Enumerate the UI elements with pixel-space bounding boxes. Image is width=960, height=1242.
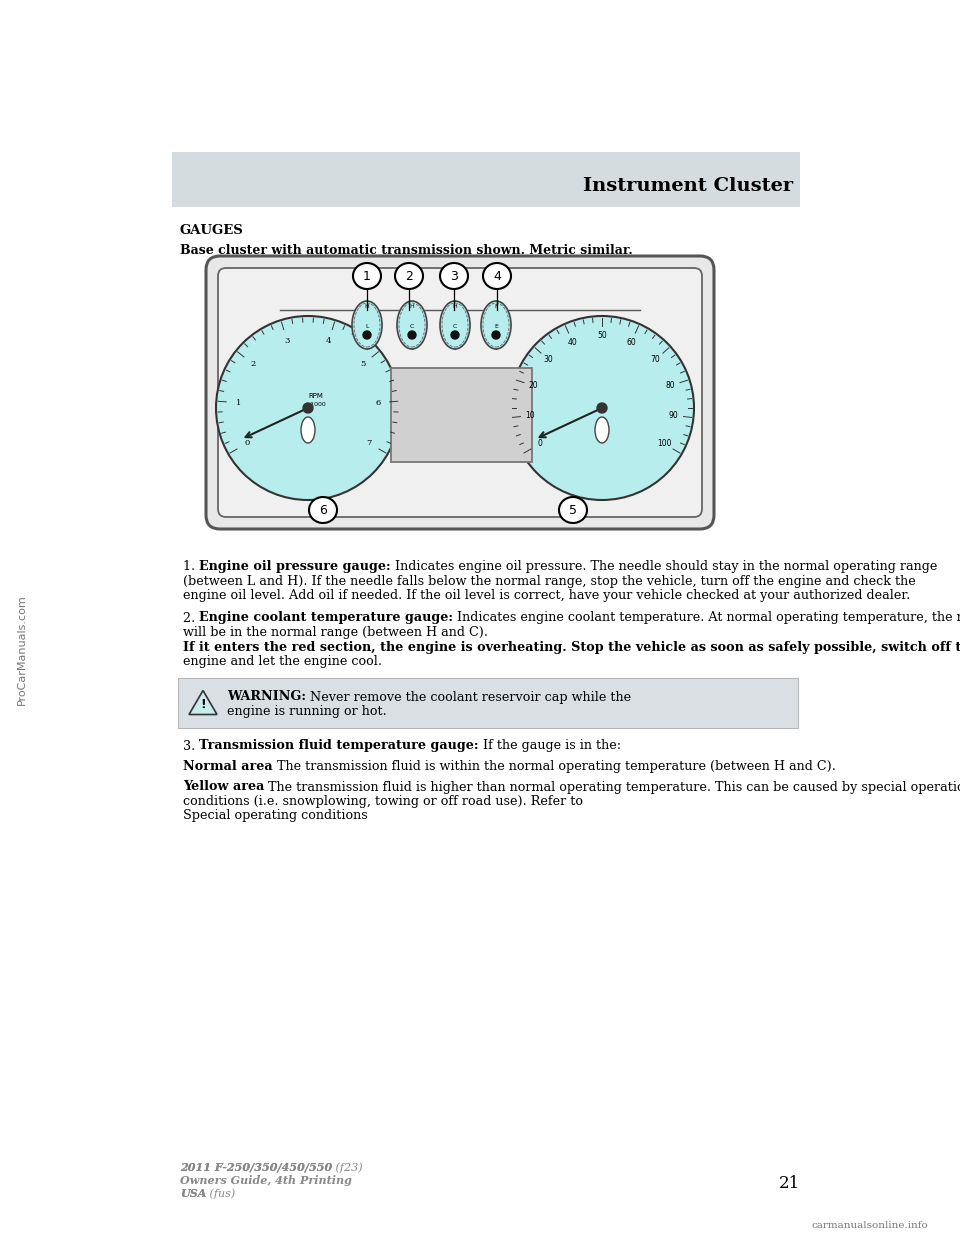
Text: 20: 20 [529,381,539,390]
Text: 21: 21 [779,1175,800,1192]
Text: 10: 10 [525,411,536,420]
Text: Owners Guide, 4th Printing: Owners Guide, 4th Printing [180,1175,352,1186]
Text: !: ! [200,698,205,710]
Ellipse shape [559,497,587,523]
Ellipse shape [483,263,511,289]
Circle shape [492,332,500,339]
Bar [172,152,800,207]
Text: USA: USA [180,1189,206,1199]
Text: H: H [410,304,415,309]
FancyBboxPatch shape [218,268,702,517]
Text: engine and let the engine cool.: engine and let the engine cool. [183,655,382,668]
Ellipse shape [395,263,423,289]
Text: carmanualsonline.info: carmanualsonline.info [811,1221,928,1230]
Text: Base cluster with automatic transmission shown. Metric similar.: Base cluster with automatic transmission… [180,243,633,257]
Text: 1: 1 [235,399,241,407]
Text: Transmission fluid temperature gauge:: Transmission fluid temperature gauge: [200,739,479,753]
Text: L: L [365,324,369,329]
Text: GAUGES: GAUGES [180,224,244,237]
Text: 0: 0 [245,438,250,447]
Ellipse shape [481,301,511,349]
Text: 5: 5 [360,360,366,369]
Text: 5: 5 [569,503,577,517]
Text: C: C [410,324,414,329]
Bar [178,677,798,728]
Text: Never remove the coolant reservoir cap while the: Never remove the coolant reservoir cap w… [306,691,631,703]
Polygon shape [189,691,217,714]
Text: 3: 3 [285,337,290,345]
FancyBboxPatch shape [206,256,714,529]
Circle shape [363,332,371,339]
FancyBboxPatch shape [391,368,532,462]
Text: 100: 100 [657,440,672,448]
Text: 6: 6 [375,399,380,407]
Text: 70: 70 [651,355,660,364]
Circle shape [597,402,607,414]
Text: The transmission fluid is within the normal operating temperature (between H and: The transmission fluid is within the nor… [273,760,835,773]
Circle shape [408,332,416,339]
Ellipse shape [595,417,609,443]
Text: If it enters the red section, the engine is overheating. Stop the vehicle as soo: If it enters the red section, the engine… [183,641,960,653]
Text: 40: 40 [567,338,578,347]
Text: 7: 7 [366,438,372,447]
Text: E: E [494,324,498,329]
Circle shape [510,315,694,501]
Text: 2: 2 [405,270,413,282]
Text: 60: 60 [627,338,636,347]
Text: (fus): (fus) [206,1189,235,1199]
Text: 4: 4 [325,337,331,345]
Text: 80: 80 [665,381,675,390]
Text: engine is running or hot.: engine is running or hot. [227,705,387,718]
Text: F: F [494,304,498,309]
Circle shape [303,402,313,414]
Text: 6: 6 [319,503,327,517]
Text: engine oil level. Add oil if needed. If the oil level is correct, have your vehi: engine oil level. Add oil if needed. If … [183,589,910,602]
Text: Special operating conditions: Special operating conditions [183,810,368,822]
Text: C: C [453,324,457,329]
Text: Indicates engine oil pressure. The needle should stay in the normal operating ra: Indicates engine oil pressure. The needl… [391,560,937,573]
Text: USA: USA [180,1189,206,1199]
Ellipse shape [309,497,337,523]
Text: 4: 4 [493,270,501,282]
Text: 2011 F-250/350/450/550: 2011 F-250/350/450/550 [180,1163,332,1172]
Text: 1: 1 [363,270,371,282]
Text: Normal area: Normal area [183,760,273,773]
Text: 50: 50 [597,332,607,340]
Text: 90: 90 [669,411,679,420]
Circle shape [216,315,400,501]
Text: 3: 3 [450,270,458,282]
Text: ×1000: ×1000 [305,402,326,407]
Text: Yellow area: Yellow area [183,780,264,794]
Ellipse shape [440,263,468,289]
Ellipse shape [352,301,382,349]
Text: 1.: 1. [183,560,199,573]
Text: 0: 0 [538,440,542,448]
Text: 2011 F-250/350/450/550: 2011 F-250/350/450/550 [180,1163,332,1172]
Text: Instrument Cluster: Instrument Cluster [583,178,793,195]
Text: WARNING:: WARNING: [227,691,306,703]
Text: 2.: 2. [183,611,200,625]
Text: If the gauge is in the:: If the gauge is in the: [479,739,621,753]
Text: 3.: 3. [183,739,200,753]
Ellipse shape [301,417,315,443]
Text: Indicates engine coolant temperature. At normal operating temperature, the needl: Indicates engine coolant temperature. At… [453,611,960,625]
Ellipse shape [440,301,470,349]
Text: Engine oil pressure gauge:: Engine oil pressure gauge: [199,560,391,573]
Ellipse shape [397,301,427,349]
Text: (between L and H). If the needle falls below the normal range, stop the vehicle,: (between L and H). If the needle falls b… [183,575,916,587]
Circle shape [451,332,459,339]
Text: 30: 30 [543,355,553,364]
Text: (f23): (f23) [332,1163,363,1172]
Text: RPM: RPM [308,392,324,399]
Text: conditions (i.e. snowplowing, towing or off road use). Refer to: conditions (i.e. snowplowing, towing or … [183,795,583,809]
Text: The transmission fluid is higher than normal operating temperature. This can be : The transmission fluid is higher than no… [264,780,960,794]
Text: Engine coolant temperature gauge:: Engine coolant temperature gauge: [200,611,453,625]
Text: H: H [452,304,457,309]
Text: will be in the normal range (between H and C).: will be in the normal range (between H a… [183,626,488,638]
Text: ProCarManuals.com: ProCarManuals.com [17,595,27,705]
Text: H: H [365,304,370,309]
Text: 2: 2 [251,360,256,369]
Ellipse shape [353,263,381,289]
